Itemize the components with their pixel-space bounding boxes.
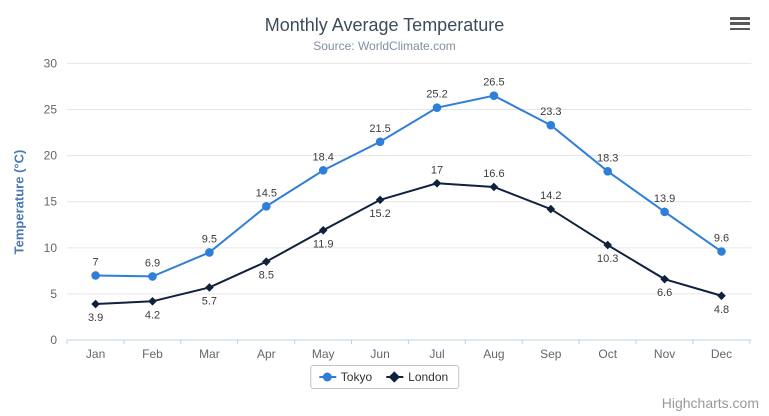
svg-text:10.3: 10.3	[597, 253, 618, 265]
svg-text:20: 20	[44, 149, 58, 163]
svg-text:16.6: 16.6	[483, 168, 504, 180]
svg-text:15.2: 15.2	[369, 208, 390, 220]
svg-text:14.5: 14.5	[256, 187, 277, 199]
svg-text:25.2: 25.2	[426, 89, 447, 101]
svg-text:10: 10	[44, 241, 58, 255]
svg-text:6.9: 6.9	[145, 257, 160, 269]
svg-text:Nov: Nov	[654, 347, 675, 361]
svg-text:Jul: Jul	[429, 347, 444, 361]
svg-text:18.3: 18.3	[597, 152, 618, 164]
svg-text:0: 0	[50, 333, 57, 347]
svg-text:Apr: Apr	[257, 347, 276, 361]
svg-text:18.4: 18.4	[312, 151, 333, 163]
svg-text:23.3: 23.3	[540, 106, 561, 118]
svg-text:Feb: Feb	[142, 347, 163, 361]
svg-text:Jan: Jan	[86, 347, 105, 361]
svg-text:17: 17	[431, 164, 443, 176]
svg-text:4.2: 4.2	[145, 309, 160, 321]
svg-text:30: 30	[44, 56, 58, 70]
svg-text:7: 7	[93, 256, 99, 268]
svg-text:5: 5	[50, 287, 57, 301]
svg-text:9.5: 9.5	[202, 233, 217, 245]
svg-text:25: 25	[44, 103, 58, 117]
svg-text:15: 15	[44, 195, 58, 209]
svg-text:Mar: Mar	[199, 347, 220, 361]
svg-text:6.6: 6.6	[657, 287, 672, 299]
svg-text:Jun: Jun	[370, 347, 389, 361]
svg-text:May: May	[312, 347, 335, 361]
svg-text:26.5: 26.5	[483, 77, 504, 89]
svg-text:Sep: Sep	[540, 347, 562, 361]
svg-text:5.7: 5.7	[202, 295, 217, 307]
svg-text:Oct: Oct	[598, 347, 617, 361]
svg-text:13.9: 13.9	[654, 193, 675, 205]
svg-text:9.6: 9.6	[714, 233, 729, 245]
svg-text:Aug: Aug	[483, 347, 504, 361]
svg-text:21.5: 21.5	[369, 123, 390, 135]
svg-text:8.5: 8.5	[259, 270, 274, 282]
svg-text:3.9: 3.9	[88, 312, 103, 324]
svg-text:11.9: 11.9	[313, 238, 334, 250]
svg-text:Dec: Dec	[711, 347, 732, 361]
svg-text:14.2: 14.2	[540, 190, 561, 202]
svg-text:4.8: 4.8	[714, 304, 729, 316]
